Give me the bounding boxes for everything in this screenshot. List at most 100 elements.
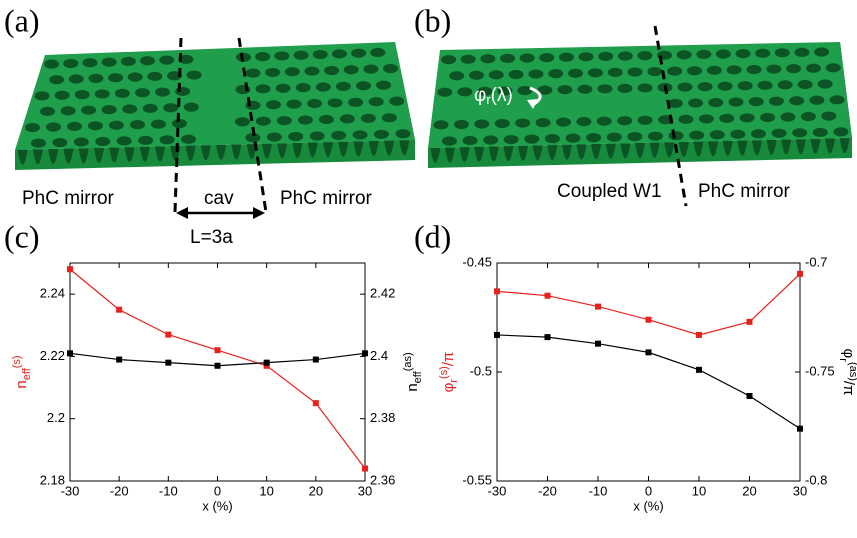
air-hole	[706, 65, 722, 75]
air-hole	[352, 130, 368, 140]
hole-scallop	[246, 144, 257, 160]
air-hole	[766, 64, 782, 74]
air-hole	[370, 47, 386, 58]
air-hole	[376, 80, 392, 90]
air-hole	[771, 128, 787, 138]
air-hole	[726, 65, 742, 75]
plot-frame	[69, 262, 366, 482]
air-hole	[374, 129, 390, 139]
air-hole	[339, 114, 355, 124]
air-hole	[719, 113, 735, 123]
axis-label-part: (as)	[402, 352, 414, 371]
air-hole	[528, 69, 544, 79]
air-hole	[178, 54, 194, 64]
air-hole	[45, 122, 61, 132]
hole-scallop	[561, 144, 572, 160]
air-hole	[44, 59, 60, 69]
region-label: PhC mirror	[698, 181, 791, 202]
air-hole	[295, 83, 311, 93]
air-hole	[395, 129, 411, 139]
y2-tick-label: -0.8	[805, 472, 827, 487]
hole-scallop	[781, 139, 792, 155]
air-hole	[617, 51, 633, 61]
air-hole	[116, 136, 132, 146]
air-hole	[750, 129, 766, 139]
x-axis-label: x (%)	[202, 498, 232, 513]
air-hole	[565, 133, 581, 143]
hole-scallop	[307, 142, 318, 158]
air-hole	[82, 58, 98, 68]
data-point	[645, 316, 652, 323]
y2-tick-label: 2.4	[370, 348, 388, 363]
hole-scallop	[444, 147, 455, 163]
hole-scallop	[825, 138, 836, 154]
air-hole	[606, 132, 622, 142]
air-hole	[159, 55, 175, 65]
air-hole	[24, 122, 40, 133]
hole-scallop	[795, 139, 806, 155]
air-hole	[735, 49, 751, 59]
hole-scallop	[292, 142, 303, 158]
x-tick-label: 30	[793, 483, 807, 498]
region-label: PhC mirror	[22, 188, 115, 209]
air-hole	[433, 120, 449, 130]
hole-scallop	[48, 149, 59, 165]
air-hole	[555, 117, 571, 127]
air-hole	[494, 118, 510, 129]
air-hole	[307, 98, 323, 109]
air-hole	[351, 48, 367, 58]
air-hole	[312, 49, 328, 60]
x-tick-label: -20	[538, 483, 557, 498]
hole-scallop	[693, 141, 704, 157]
air-hole	[468, 70, 484, 80]
air-hole	[276, 116, 292, 126]
hole-scallop	[399, 140, 410, 156]
air-hole	[709, 130, 725, 140]
hole-scallop	[810, 138, 821, 154]
hole-scallop	[384, 140, 395, 156]
air-hole	[774, 48, 790, 58]
air-hole	[821, 111, 837, 121]
air-hole	[477, 86, 493, 96]
air-hole	[368, 97, 384, 107]
air-hole	[297, 115, 313, 125]
air-hole	[578, 52, 594, 62]
air-hole	[74, 89, 90, 100]
air-hole	[355, 81, 371, 91]
air-hole	[449, 71, 465, 81]
hole-scallop	[503, 146, 514, 162]
air-hole	[617, 116, 633, 126]
air-hole	[746, 64, 762, 75]
air-hole	[598, 51, 614, 62]
x-tick-label: 20	[309, 483, 323, 498]
hole-scallop	[109, 147, 120, 163]
air-hole	[755, 48, 771, 58]
hole-scallop	[32, 149, 43, 165]
air-hole	[309, 131, 325, 141]
air-hole	[140, 56, 156, 66]
data-point	[165, 331, 172, 338]
air-hole	[500, 53, 516, 64]
air-hole	[101, 104, 117, 115]
boundary-line	[653, 25, 688, 207]
data-point	[263, 359, 270, 366]
data-point	[263, 362, 270, 369]
hole-scallop	[708, 141, 719, 157]
air-hole	[335, 81, 351, 91]
air-hole	[697, 82, 713, 92]
air-hole	[159, 135, 175, 145]
data-point	[595, 303, 601, 310]
axis-label-part: (s)	[11, 355, 23, 368]
air-hole	[557, 85, 573, 95]
x-tick-label: -10	[159, 483, 178, 498]
air-hole	[544, 133, 560, 144]
x-tick-label: 10	[692, 483, 706, 498]
air-hole	[805, 63, 821, 73]
y-tick-label: -0.5	[470, 363, 492, 378]
air-hole	[739, 113, 755, 123]
panel-label: (b)	[414, 2, 451, 38]
air-hole	[163, 103, 179, 113]
data-point	[116, 306, 123, 313]
air-hole	[728, 97, 744, 107]
hole-scallop	[93, 147, 104, 163]
